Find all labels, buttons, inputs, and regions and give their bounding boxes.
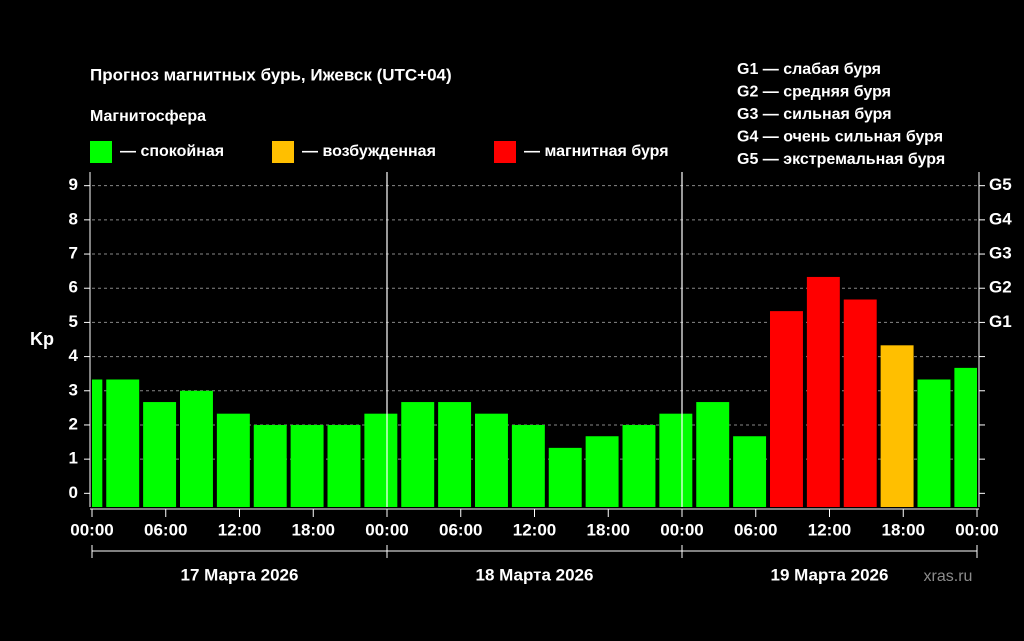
bar	[401, 402, 435, 507]
y2-tick-label: G5	[989, 175, 1012, 194]
y2-tick-label: G3	[989, 244, 1012, 263]
bar	[143, 402, 177, 507]
x-tick-label: 06:00	[439, 520, 482, 539]
x-tick-label: 12:00	[808, 520, 851, 539]
y-tick-label: 6	[69, 278, 78, 297]
bar	[733, 436, 767, 507]
bar	[290, 424, 324, 507]
y2-tick-label: G4	[989, 209, 1012, 228]
y-tick-label: 1	[69, 449, 78, 468]
y-tick-label: 5	[69, 312, 78, 331]
bar	[106, 379, 140, 507]
bar	[253, 424, 287, 507]
x-tick-label: 18:00	[882, 520, 925, 539]
y-tick-label: 8	[69, 209, 78, 228]
legend-label: — магнитная буря	[524, 143, 669, 160]
storm-scale-entry: G2 — средняя буря	[737, 84, 891, 101]
bar	[806, 276, 840, 507]
y-tick-label: 9	[69, 175, 78, 194]
y-tick-label: 7	[69, 244, 78, 263]
x-tick-label: 00:00	[660, 520, 703, 539]
x-tick-label: 00:00	[365, 520, 408, 539]
day-label: 17 Марта 2026	[181, 565, 299, 584]
y-tick-label: 3	[69, 380, 78, 399]
day-label: 18 Марта 2026	[476, 565, 594, 584]
x-tick-label: 06:00	[144, 520, 187, 539]
bar	[364, 413, 398, 507]
watermark: xras.ru	[924, 568, 973, 585]
bar	[622, 424, 656, 507]
y2-tick-label: G1	[989, 312, 1012, 331]
legend-label: — спокойная	[120, 143, 224, 160]
bar	[475, 413, 508, 507]
bar	[327, 424, 361, 507]
bar	[696, 402, 730, 507]
y2-tick-label: G2	[989, 278, 1012, 297]
legend-swatch	[90, 141, 112, 163]
x-tick-label: 06:00	[734, 520, 777, 539]
day-label: 19 Марта 2026	[771, 565, 889, 584]
chart-title: Прогноз магнитных бурь, Ижевск (UTC+04)	[90, 65, 452, 84]
storm-scale-entry: G4 — очень сильная буря	[737, 129, 943, 146]
x-tick-label: 00:00	[70, 520, 113, 539]
x-tick-label: 00:00	[955, 520, 998, 539]
bar	[180, 390, 213, 507]
legend-swatch	[272, 141, 294, 163]
x-tick-label: 12:00	[218, 520, 261, 539]
bars	[92, 276, 977, 507]
bar	[843, 299, 877, 507]
bar	[954, 367, 977, 507]
x-tick-label: 12:00	[513, 520, 556, 539]
bar	[216, 413, 250, 507]
bar	[917, 379, 951, 507]
bar	[585, 436, 619, 507]
y-tick-label: 0	[69, 483, 78, 502]
x-tick-label: 18:00	[292, 520, 335, 539]
bar	[511, 424, 545, 507]
bar	[880, 345, 914, 507]
bar	[438, 402, 472, 507]
bar	[548, 447, 582, 507]
x-tick-label: 18:00	[587, 520, 630, 539]
y-axis-label: Kp	[30, 329, 54, 349]
y-tick-label: 4	[69, 346, 79, 365]
legend-swatch	[494, 141, 516, 163]
bar	[770, 311, 803, 507]
y-tick-label: 2	[69, 414, 78, 433]
legend-label: — возбужденная	[302, 143, 436, 160]
bar	[92, 379, 103, 507]
storm-scale-entry: G3 — сильная буря	[737, 106, 892, 123]
storm-scale-entry: G1 — слабая буря	[737, 61, 881, 78]
legend-title: Магнитосфера	[90, 108, 206, 125]
storm-scale-entry: G5 — экстремальная буря	[737, 151, 945, 168]
bar	[659, 413, 693, 507]
